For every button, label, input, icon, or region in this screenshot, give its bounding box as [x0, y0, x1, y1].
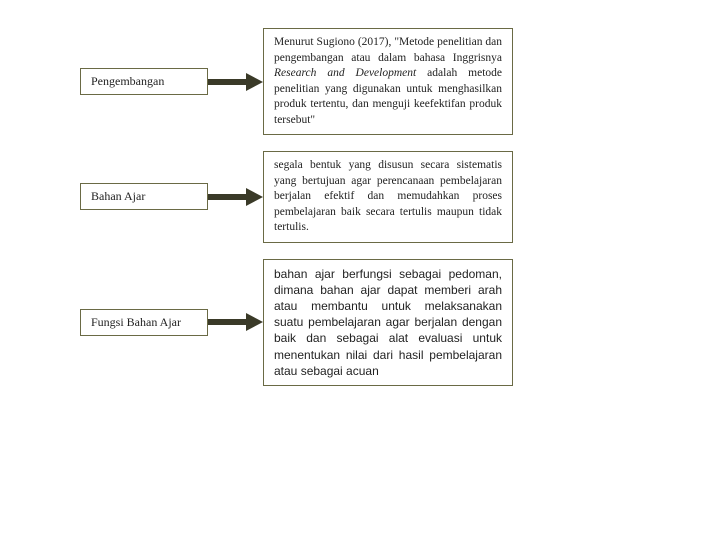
label-box: Fungsi Bahan Ajar [80, 309, 208, 336]
arrow-icon [208, 313, 263, 331]
arrow-icon [208, 73, 263, 91]
arrow-icon [208, 188, 263, 206]
description-box: segala bentuk yang disusun secara sistem… [263, 151, 513, 243]
diagram-row: Pengembangan Menurut Sugiono (2017), "Met… [80, 28, 660, 135]
label-box: Bahan Ajar [80, 183, 208, 210]
description-box: bahan ajar berfungsi sebagai pedoman, di… [263, 259, 513, 386]
diagram-row: Bahan Ajar segala bentuk yang disusun sec… [80, 151, 660, 243]
label-box: Pengembangan [80, 68, 208, 95]
description-box: Menurut Sugiono (2017), "Metode peneliti… [263, 28, 513, 135]
diagram-row: Fungsi Bahan Ajar bahan ajar berfungsi se… [80, 259, 660, 386]
